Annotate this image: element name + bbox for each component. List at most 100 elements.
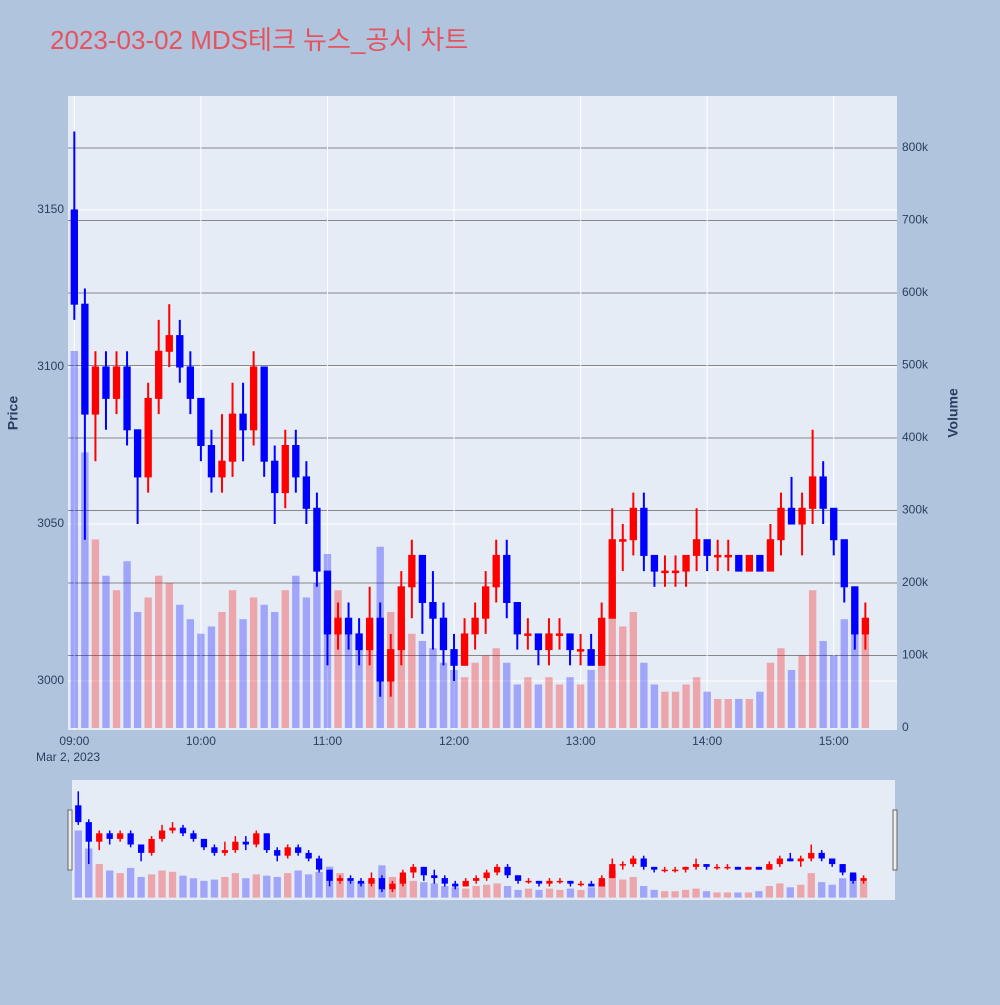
volume-bar bbox=[207, 626, 216, 728]
mini-candle-body bbox=[776, 858, 783, 865]
mini-candle-body bbox=[734, 866, 742, 870]
volume-bar bbox=[798, 655, 806, 728]
volume-bar bbox=[460, 677, 469, 728]
chart-title: 2023-03-02 MDS테크 뉴스_공시 차트 bbox=[50, 25, 468, 55]
mini-volume-bar bbox=[493, 883, 501, 898]
mini-candle-body bbox=[651, 866, 658, 870]
mini-volume-bar bbox=[430, 883, 438, 898]
mini-volume-bar bbox=[692, 888, 700, 898]
y2-tick-label: 800k bbox=[902, 140, 929, 154]
mini-candle-body bbox=[839, 864, 846, 873]
candle-body bbox=[102, 366, 110, 399]
mini-candle-body bbox=[263, 833, 270, 851]
mini-volume-bar bbox=[367, 879, 376, 898]
volume-bar bbox=[133, 611, 142, 728]
mini-volume-bar bbox=[849, 874, 857, 898]
candle-body bbox=[271, 460, 279, 494]
mini-candle-body bbox=[274, 850, 281, 856]
mini-volume-bar bbox=[608, 870, 616, 898]
volume-bar bbox=[735, 698, 743, 728]
mini-volume-bar bbox=[681, 889, 690, 898]
mini-candle-body bbox=[420, 866, 427, 876]
mini-volume-bar bbox=[514, 889, 522, 898]
volume-bar bbox=[819, 640, 827, 728]
volume-bar bbox=[155, 575, 163, 728]
volume-bar bbox=[492, 648, 500, 728]
candle-body bbox=[629, 507, 637, 541]
mini-volume-bar bbox=[284, 873, 292, 898]
volume-bar bbox=[555, 684, 564, 728]
candle-body bbox=[671, 570, 680, 574]
candle-body bbox=[112, 366, 121, 399]
mini-volume-bar bbox=[807, 873, 815, 898]
candle-body bbox=[123, 366, 131, 431]
candle-body bbox=[830, 507, 838, 541]
volume-bar bbox=[619, 626, 627, 728]
mini-volume-bar bbox=[786, 887, 794, 898]
candle-body bbox=[492, 554, 500, 588]
volume-bar bbox=[102, 575, 110, 728]
mini-candle-body bbox=[347, 878, 354, 881]
mini-candle-body bbox=[441, 878, 448, 884]
volume-bar bbox=[334, 590, 342, 728]
mini-volume-bar bbox=[797, 884, 805, 898]
mini-candle-body bbox=[85, 822, 92, 842]
mini-candle-body bbox=[588, 883, 595, 887]
volume-bar bbox=[70, 350, 79, 728]
candle-body bbox=[144, 397, 152, 478]
mini-volume-bar bbox=[200, 880, 208, 898]
mini-candle-body bbox=[630, 858, 637, 865]
y-tick-label: 3100 bbox=[37, 359, 64, 373]
candle-body bbox=[70, 209, 78, 305]
mini-volume-bar bbox=[252, 874, 260, 898]
volume-bar bbox=[165, 582, 173, 728]
mini-volume-bar bbox=[629, 876, 637, 898]
volume-bar bbox=[714, 698, 722, 728]
mini-candle-body bbox=[546, 880, 553, 884]
mini-candle-body bbox=[158, 830, 166, 839]
mini-volume-bar bbox=[158, 870, 166, 898]
mini-candle-body bbox=[724, 866, 731, 869]
mini-candle-body bbox=[703, 864, 710, 867]
mini-candle-body bbox=[483, 872, 490, 879]
candle-body bbox=[397, 586, 405, 651]
candle-body bbox=[576, 649, 585, 652]
volume-bar bbox=[112, 590, 121, 728]
volume-bar bbox=[471, 662, 479, 728]
candle-body bbox=[323, 570, 332, 635]
candle-body bbox=[608, 539, 616, 619]
mini-volume-bar bbox=[116, 873, 124, 898]
candle-body bbox=[724, 554, 732, 558]
volume-bar bbox=[745, 698, 754, 728]
mini-candle-body bbox=[609, 864, 616, 879]
candle-body bbox=[228, 413, 237, 462]
mini-volume-bar bbox=[85, 848, 93, 898]
candle-body bbox=[165, 335, 173, 352]
mini-candle-body bbox=[431, 875, 438, 879]
range-handle[interactable] bbox=[892, 809, 898, 871]
mini-volume-bar bbox=[702, 891, 711, 898]
volume-bar bbox=[176, 604, 184, 728]
mini-candle-body bbox=[745, 866, 752, 870]
range-slider[interactable] bbox=[72, 780, 895, 900]
range-handle[interactable] bbox=[67, 809, 73, 871]
candle-body bbox=[808, 476, 817, 509]
candle-body bbox=[376, 617, 384, 682]
y2-tick-label: 600k bbox=[902, 285, 929, 299]
candle-body bbox=[292, 445, 300, 478]
mini-candle-body bbox=[137, 844, 145, 853]
mini-volume-bar bbox=[441, 886, 449, 898]
candle-body bbox=[503, 554, 511, 604]
volume-bar bbox=[576, 684, 585, 728]
candle-body bbox=[513, 602, 521, 635]
mini-volume-bar bbox=[420, 882, 428, 898]
candle-body bbox=[281, 445, 289, 494]
mini-volume-bar bbox=[294, 870, 302, 898]
volume-bar bbox=[650, 684, 659, 728]
mini-candle-body bbox=[200, 838, 208, 848]
mini-volume-bar bbox=[818, 882, 826, 898]
volume-bar bbox=[756, 691, 764, 728]
mini-candle-body bbox=[336, 878, 344, 881]
mini-volume-bar bbox=[95, 864, 103, 898]
y-tick-label: 3150 bbox=[37, 202, 64, 216]
